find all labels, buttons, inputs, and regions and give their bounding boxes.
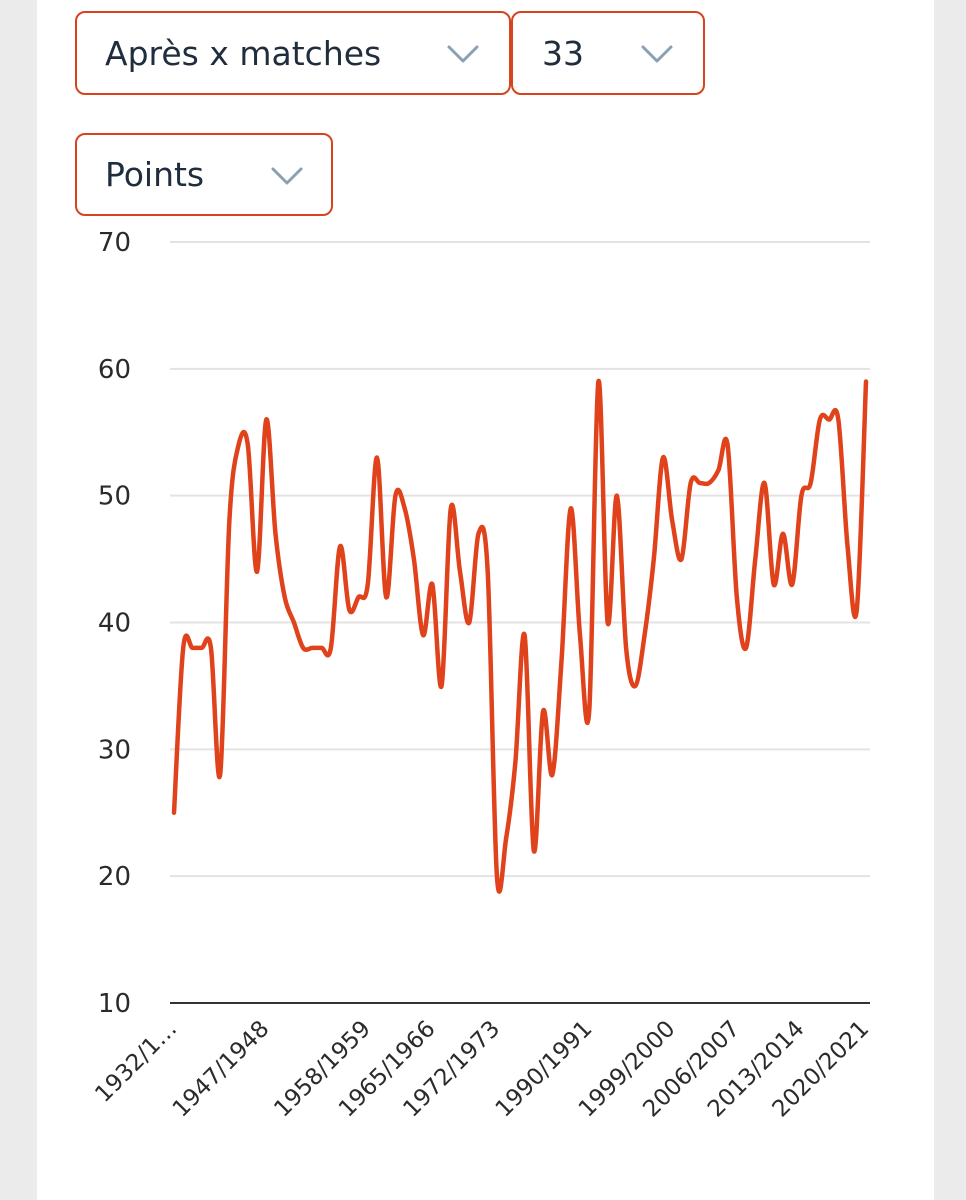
y-axis-ticks: 10 20 30 40 50 60 70 xyxy=(98,228,131,1019)
y-tick-label: 70 xyxy=(98,228,131,258)
chevron-down-icon xyxy=(641,45,673,63)
match-count-dropdown-label: 33 xyxy=(542,33,584,73)
x-axis-ticks: 1932/1…1947/19481958/19591965/19661972/1… xyxy=(90,1016,874,1123)
chevron-down-icon xyxy=(271,167,303,185)
metric-dropdown[interactable]: Points xyxy=(75,133,333,216)
grid-lines xyxy=(170,241,870,1004)
match-count-dropdown[interactable]: 33 xyxy=(511,11,705,95)
metric-dropdown-label: Points xyxy=(105,155,205,194)
y-tick-label: 40 xyxy=(98,609,131,639)
mode-dropdown[interactable]: Après x matches xyxy=(75,11,511,95)
x-tick-label: 1932/1… xyxy=(90,1016,182,1108)
mode-dropdown-label: Après x matches xyxy=(105,33,382,73)
chevron-down-icon xyxy=(447,45,479,63)
points-series-line xyxy=(171,379,869,894)
y-tick-label: 60 xyxy=(98,355,131,385)
y-tick-label: 30 xyxy=(98,735,131,765)
x-tick-label: 1947/1948 xyxy=(168,1016,275,1123)
y-tick-label: 50 xyxy=(98,482,131,512)
y-tick-label: 10 xyxy=(98,989,131,1019)
series-layer xyxy=(171,379,869,894)
y-tick-label: 20 xyxy=(98,862,131,892)
